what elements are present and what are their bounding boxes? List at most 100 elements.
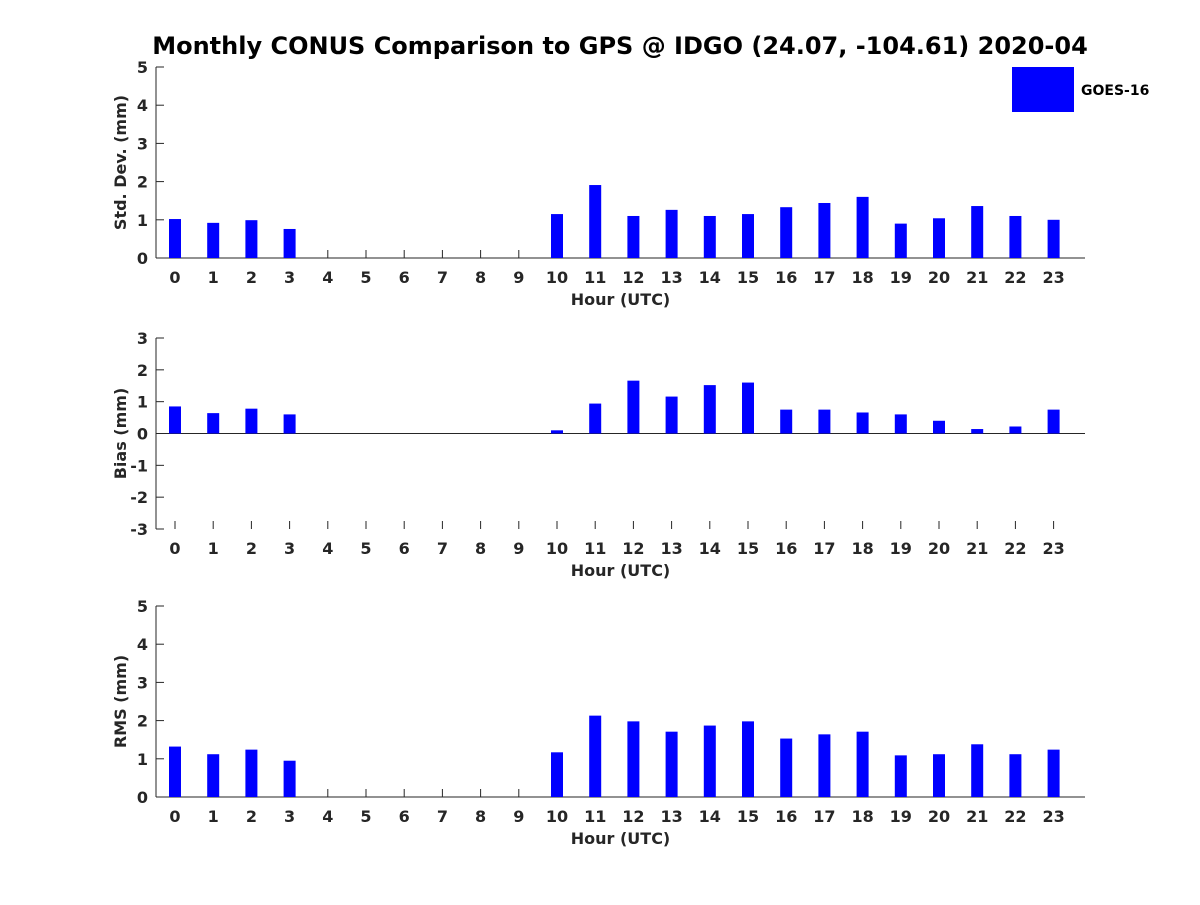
bar <box>1047 409 1060 434</box>
bar <box>894 414 907 434</box>
x-tick-label: 21 <box>966 268 988 287</box>
x-tick-label: 3 <box>284 268 295 287</box>
x-tick-label: 18 <box>851 807 873 826</box>
x-tick-label: 20 <box>928 539 950 558</box>
bar <box>551 430 563 434</box>
bar <box>169 406 181 434</box>
y-tick-label: 0 <box>137 788 148 807</box>
bar <box>1047 749 1060 797</box>
y-tick-label: 1 <box>137 211 148 230</box>
x-tick-label: 15 <box>737 539 759 558</box>
bar <box>742 214 754 258</box>
x-axis-label: Hour (UTC) <box>571 290 671 309</box>
x-tick-label: 9 <box>513 807 524 826</box>
bar <box>856 412 869 434</box>
x-tick-label: 12 <box>622 807 644 826</box>
x-tick-label: 23 <box>1042 539 1064 558</box>
x-tick-label: 1 <box>208 539 219 558</box>
bar <box>933 754 945 797</box>
x-tick-label: 2 <box>246 539 257 558</box>
bar <box>245 408 258 434</box>
x-tick-label: 23 <box>1042 268 1064 287</box>
x-tick-label: 6 <box>399 539 410 558</box>
bar <box>818 202 831 258</box>
x-tick-label: 1 <box>208 807 219 826</box>
legend-swatch <box>1012 67 1074 112</box>
y-tick-label: 1 <box>137 750 148 769</box>
x-tick-label: 9 <box>513 539 524 558</box>
x-tick-label: 22 <box>1004 539 1026 558</box>
x-tick-label: 12 <box>622 268 644 287</box>
y-tick-label: 2 <box>137 712 148 731</box>
x-tick-label: 18 <box>851 539 873 558</box>
x-tick-label: 12 <box>622 539 644 558</box>
y-axis-label: RMS (mm) <box>111 655 130 748</box>
x-tick-label: 16 <box>775 268 797 287</box>
x-tick-label: 7 <box>437 268 448 287</box>
x-tick-label: 5 <box>360 268 371 287</box>
x-tick-label: 17 <box>813 807 835 826</box>
x-tick-label: 2 <box>246 268 257 287</box>
bar <box>780 207 793 258</box>
x-tick-label: 3 <box>284 807 295 826</box>
bar <box>703 725 716 797</box>
bar <box>894 755 907 797</box>
x-tick-label: 13 <box>660 807 682 826</box>
x-tick-label: 6 <box>399 268 410 287</box>
bar <box>665 209 678 258</box>
bar <box>818 409 831 434</box>
x-tick-label: 8 <box>475 268 486 287</box>
y-tick-label: 0 <box>137 249 148 268</box>
y-tick-label: -2 <box>130 488 148 507</box>
x-tick-label: 9 <box>513 268 524 287</box>
x-tick-label: 16 <box>775 539 797 558</box>
bar <box>169 219 181 258</box>
x-tick-label: 22 <box>1004 807 1026 826</box>
bar <box>245 749 258 797</box>
x-tick-label: 8 <box>475 807 486 826</box>
bar <box>589 185 602 258</box>
bar <box>818 734 831 797</box>
chart-title: Monthly CONUS Comparison to GPS @ IDGO (… <box>152 32 1088 60</box>
x-tick-label: 11 <box>584 807 606 826</box>
bar <box>207 413 220 434</box>
bar <box>283 760 296 797</box>
x-tick-label: 4 <box>322 268 333 287</box>
y-tick-label: -1 <box>130 456 148 475</box>
y-tick-label: 0 <box>137 425 148 444</box>
x-tick-label: 8 <box>475 539 486 558</box>
bar <box>589 715 602 797</box>
x-tick-label: 19 <box>890 807 912 826</box>
bar <box>169 746 181 797</box>
x-tick-label: 5 <box>360 539 371 558</box>
x-tick-label: 16 <box>775 807 797 826</box>
x-tick-label: 20 <box>928 807 950 826</box>
y-axis-label: Bias (mm) <box>111 388 130 480</box>
x-tick-label: 17 <box>813 539 835 558</box>
y-tick-label: 3 <box>137 134 148 153</box>
x-tick-label: 0 <box>169 268 180 287</box>
bar <box>780 738 793 797</box>
bar <box>1009 754 1022 797</box>
y-tick-label: 4 <box>137 635 148 654</box>
bar <box>856 731 869 797</box>
bar <box>589 403 602 434</box>
bar <box>780 409 793 434</box>
x-tick-label: 7 <box>437 539 448 558</box>
bar <box>551 214 563 258</box>
x-tick-label: 14 <box>699 539 721 558</box>
x-tick-label: 21 <box>966 539 988 558</box>
x-tick-label: 15 <box>737 807 759 826</box>
x-tick-label: 6 <box>399 807 410 826</box>
bar <box>627 380 640 434</box>
x-tick-label: 7 <box>437 807 448 826</box>
x-tick-label: 2 <box>246 807 257 826</box>
x-axis-label: Hour (UTC) <box>571 829 671 848</box>
x-tick-label: 3 <box>284 539 295 558</box>
x-tick-label: 14 <box>699 807 721 826</box>
x-tick-label: 11 <box>584 268 606 287</box>
